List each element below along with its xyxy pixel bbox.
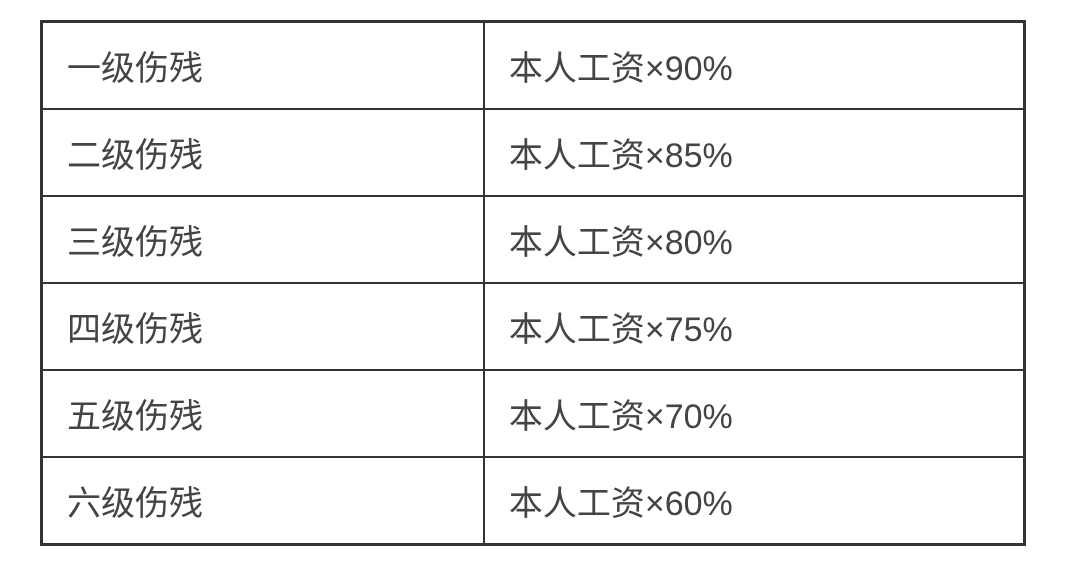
table-row: 四级伤残 本人工资×75% xyxy=(42,283,1025,370)
disability-level-cell: 四级伤残 xyxy=(42,283,484,370)
disability-level-cell: 一级伤残 xyxy=(42,22,484,110)
table-row: 五级伤残 本人工资×70% xyxy=(42,370,1025,457)
disability-level-cell: 三级伤残 xyxy=(42,196,484,283)
compensation-formula-cell: 本人工资×60% xyxy=(484,457,1025,545)
compensation-formula-cell: 本人工资×80% xyxy=(484,196,1025,283)
disability-level-cell: 二级伤残 xyxy=(42,109,484,196)
compensation-formula-cell: 本人工资×85% xyxy=(484,109,1025,196)
compensation-formula-cell: 本人工资×75% xyxy=(484,283,1025,370)
table-row: 二级伤残 本人工资×85% xyxy=(42,109,1025,196)
table-body: 一级伤残 本人工资×90% 二级伤残 本人工资×85% 三级伤残 本人工资×80… xyxy=(42,22,1025,545)
disability-compensation-table: 一级伤残 本人工资×90% 二级伤残 本人工资×85% 三级伤残 本人工资×80… xyxy=(40,20,1026,546)
disability-level-cell: 五级伤残 xyxy=(42,370,484,457)
table-row: 六级伤残 本人工资×60% xyxy=(42,457,1025,545)
table-row: 三级伤残 本人工资×80% xyxy=(42,196,1025,283)
disability-level-cell: 六级伤残 xyxy=(42,457,484,545)
disability-compensation-table-container: 一级伤残 本人工资×90% 二级伤残 本人工资×85% 三级伤残 本人工资×80… xyxy=(40,20,1026,546)
compensation-formula-cell: 本人工资×70% xyxy=(484,370,1025,457)
compensation-formula-cell: 本人工资×90% xyxy=(484,22,1025,110)
table-row: 一级伤残 本人工资×90% xyxy=(42,22,1025,110)
